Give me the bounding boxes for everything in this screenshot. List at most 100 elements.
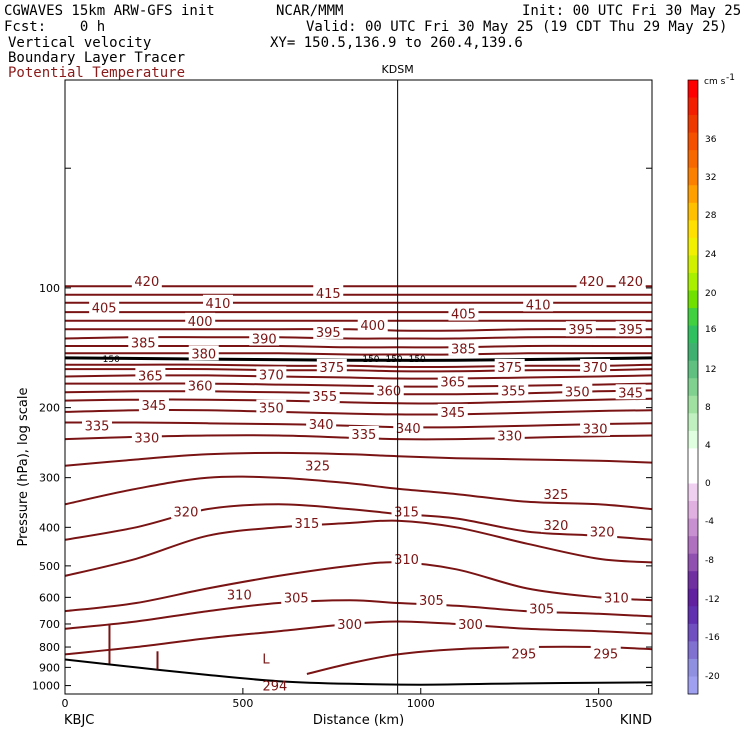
contour-label-bg <box>313 285 344 301</box>
y-tick-label: 300 <box>39 472 60 485</box>
y-tick-label: 700 <box>39 618 60 631</box>
contour-label: 380 <box>191 347 216 362</box>
contour-label: 385 <box>451 342 476 357</box>
tropopause-label: 150 <box>103 355 120 365</box>
contour-label: 370 <box>583 361 608 376</box>
colorbar-swatch <box>688 413 698 432</box>
forecast-hour: Fcst: 0 h <box>4 19 106 35</box>
contour-label-bg <box>494 427 525 443</box>
colorbar: 36 32 28 24 20 16 12 8 4 0 -4 -8 -12 -16 -20 cm s -1 <box>687 73 735 695</box>
contour-label: 420 <box>618 275 643 290</box>
contour-label-bg <box>89 299 120 315</box>
contour-315 <box>65 519 652 577</box>
station-right: KIND <box>620 713 652 728</box>
contour-label: 355 <box>312 390 337 405</box>
contour-label: 325 <box>544 488 569 503</box>
colorbar-swatch <box>688 325 698 344</box>
contour-label: 400 <box>188 315 213 330</box>
contour-label-bg <box>448 340 479 356</box>
contour-label-bg <box>391 503 422 519</box>
contour-label-bg <box>590 645 621 661</box>
contour-label: 385 <box>131 336 156 351</box>
init-time: Init: 00 UTC Fri 30 May 25 <box>522 3 740 19</box>
colorbar-tick-label: -8 <box>705 556 714 566</box>
contour-label-bg <box>580 420 611 436</box>
colorbar-swatch <box>688 167 698 186</box>
contour-label: 330 <box>497 429 522 444</box>
contour-label: 360 <box>188 380 213 395</box>
contour-380 <box>65 352 652 356</box>
contour-label: 305 <box>419 594 444 609</box>
y-tick-label: 200 <box>39 402 60 415</box>
colorbar-swatch <box>688 676 698 695</box>
contour-label: 320 <box>544 519 569 534</box>
colorbar-swatch <box>688 255 698 274</box>
x-tick-label: 1500 <box>585 697 613 710</box>
colorbar-tick-label: 16 <box>705 325 717 335</box>
contour-label-bg <box>526 600 557 616</box>
contour-label-bg <box>249 330 280 346</box>
contour-label-bg <box>256 399 287 415</box>
contour-label: 350 <box>565 385 590 400</box>
contour-label: 355 <box>501 384 526 399</box>
plot-border <box>64 79 653 695</box>
contour-label-bg <box>576 272 607 288</box>
contour-label: 350 <box>259 402 284 417</box>
contour-label: 295 <box>512 647 537 662</box>
contour-label: 375 <box>319 361 344 376</box>
contour-label: 345 <box>440 406 465 421</box>
contour-label-bg <box>135 367 166 383</box>
contour-label-bg <box>508 645 539 661</box>
colorbar-tick-label: 0 <box>705 479 711 489</box>
contour-label-bg <box>128 334 159 350</box>
contour-325 <box>65 475 652 511</box>
contour-label: 410 <box>526 298 551 313</box>
colorbar-swatch <box>688 536 698 555</box>
contour-375 <box>65 363 652 369</box>
contour-label-bg <box>316 358 347 374</box>
low-value: 294 <box>262 680 287 695</box>
colorbar-swatch <box>688 132 698 151</box>
colorbar-swatch <box>688 430 698 449</box>
contour-label-bg <box>494 358 525 374</box>
contour-320 <box>65 503 652 541</box>
contour-label-bg <box>601 589 632 605</box>
contour-label-bg <box>615 272 646 288</box>
contour-label-bg <box>498 382 529 398</box>
contour-label: 420 <box>134 275 159 290</box>
x-axis-label: Distance (km) <box>313 713 404 728</box>
field-potential-temperature: Potential Temperature <box>8 65 186 81</box>
contour-label: 360 <box>376 384 401 399</box>
x-tick-label: 0 <box>62 697 69 710</box>
x-tick-label: 1000 <box>407 697 435 710</box>
contour-label-bg <box>185 312 216 328</box>
colorbar-swatch <box>688 395 698 414</box>
tropopause-band: 150 150 150 150 <box>65 355 652 365</box>
colorbar-tick-label: 4 <box>705 441 711 451</box>
colorbar-swatch <box>688 115 698 134</box>
tropopause-label: 150 <box>362 355 379 365</box>
contour-label-bg <box>306 416 337 432</box>
y-tick-label: 500 <box>39 560 60 573</box>
contour-label-bg <box>455 615 486 631</box>
contour-label-bg <box>448 305 479 321</box>
contour-300 <box>65 620 652 656</box>
tropopause-line <box>65 356 652 362</box>
contour-label-bg <box>437 373 468 389</box>
colorbar-swatch <box>688 272 698 292</box>
colorbar-swatch <box>688 448 698 467</box>
colorbar-swatch <box>688 150 698 169</box>
colorbar-swatch <box>688 588 698 607</box>
colorbar-tick-label: -4 <box>705 517 714 527</box>
y-axis-label: Pressure (hPa), log scale <box>16 388 31 547</box>
contour-310 <box>65 561 652 613</box>
contour-355 <box>65 389 652 396</box>
contour-label-bg <box>202 294 233 310</box>
colorbar-tick-label: 24 <box>705 250 717 260</box>
contour-385 <box>65 344 652 349</box>
colorbar-swatch <box>688 360 698 379</box>
org-label: NCAR/MMM <box>276 3 344 19</box>
colorbar-tick-label: -12 <box>705 595 720 605</box>
colorbar-swatch <box>688 202 698 221</box>
